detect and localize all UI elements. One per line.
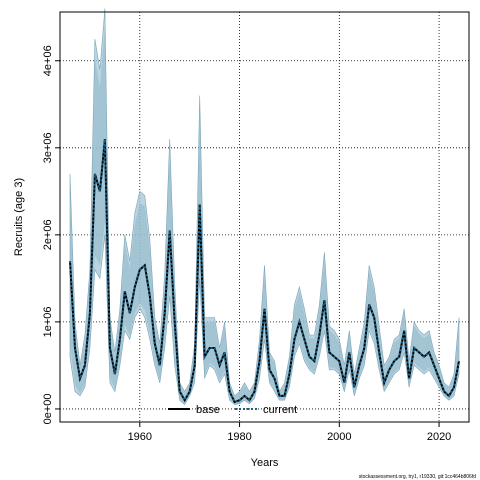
legend-label-current: current [263,404,297,416]
y-tick-label: 3e+06 [42,132,54,163]
legend-label-base: base [196,404,220,416]
y-tick-label: 0e+00 [42,393,54,424]
y-tick-label: 1e+06 [42,306,54,337]
x-tick-label: 2020 [427,431,451,443]
x-tick-label: 1980 [227,431,251,443]
footnote-text: stockassessment.org, try1, r19330, git:1… [359,474,477,480]
series-line-base [69,139,460,404]
y-tick-label: 2e+06 [42,219,54,250]
confidence-band-current [70,28,459,405]
y-tick-label: 4e+06 [42,45,54,76]
plot-frame [59,11,470,423]
y-axis-title: Recruits (age 3) [13,178,25,256]
x-tick-label: 2000 [327,431,351,443]
x-axis-title: Years [251,457,279,469]
x-tick-label: 1960 [128,431,152,443]
